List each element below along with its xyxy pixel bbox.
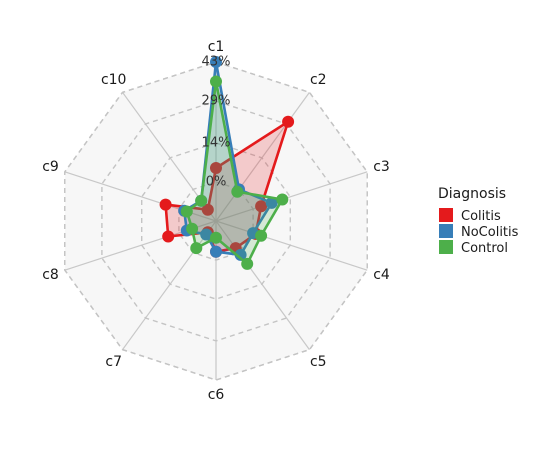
data-point-Control-c3 (276, 193, 289, 206)
axis-label-c3: c3 (373, 159, 390, 175)
axis-label-c8: c8 (42, 267, 59, 283)
radar-labels: c1 c2 c3 c4 c5 c6 c7 c8 c9 c10 0% 14% 29% 43% (42, 39, 390, 403)
radial-tick-label: 14% (202, 135, 231, 150)
axis-label-c10: c10 (101, 72, 127, 88)
axis-label-c1: c1 (208, 39, 225, 55)
data-point-Control-c2 (231, 185, 244, 198)
axis-label-c4: c4 (373, 267, 390, 283)
data-point-Control-c6 (210, 231, 222, 244)
data-point-Colitis-c10 (201, 203, 214, 216)
grid-ring-outer (64, 61, 368, 381)
data-point-NoColitis-c6 (210, 245, 222, 258)
data-point-NoColitis-c3 (265, 196, 278, 209)
radial-tick-label: 0% (206, 174, 227, 189)
data-point-Colitis-c1 (210, 162, 222, 174)
data-point-Control-c1 (210, 75, 222, 88)
data-point-Control-c8 (186, 222, 199, 235)
axis-spoke-c7 (122, 220, 217, 350)
series-Control (180, 75, 289, 270)
data-point-Control-c7 (190, 242, 203, 255)
legend-label-Control: Control (461, 241, 508, 256)
radial-tick-label: 43% (202, 55, 231, 70)
legend-swatch-Control (439, 240, 453, 254)
legend-swatch-Colitis (439, 208, 453, 222)
data-point-Colitis-c2 (282, 115, 295, 128)
data-point-Control-c5 (241, 257, 254, 270)
data-point-Colitis-c9 (159, 198, 172, 211)
axis-label-c9: c9 (42, 159, 59, 175)
legend-swatch-NoColitis (439, 224, 453, 238)
grid-ring-29% (101, 100, 331, 342)
data-point-Control-c4 (255, 229, 268, 242)
radar-grid (64, 61, 368, 381)
axis-spoke-c3 (215, 171, 368, 222)
data-point-NoColitis-c7 (200, 228, 213, 241)
axis-label-c2: c2 (310, 72, 327, 88)
radar-series (159, 56, 295, 270)
data-point-Colitis-c3 (255, 200, 268, 213)
axis-label-c7: c7 (105, 354, 122, 370)
axis-spoke-c5 (215, 220, 310, 350)
legend-title: Diagnosis (438, 186, 506, 202)
data-point-NoColitis-c5 (234, 248, 247, 261)
axis-spoke-c4 (215, 220, 368, 271)
axis-label-c5: c5 (310, 354, 327, 370)
axis-spoke-c2 (215, 92, 310, 222)
legend-label-NoColitis: NoColitis (461, 225, 519, 240)
data-point-NoColitis-c1 (210, 56, 222, 68)
data-point-Colitis-c8 (162, 230, 175, 243)
data-point-Control-c9 (180, 205, 193, 218)
legend-label-Colitis: Colitis (461, 209, 501, 224)
grid-ring-0% (178, 181, 254, 261)
axis-label-c6: c6 (208, 387, 225, 403)
radial-tick-label: 29% (202, 94, 231, 109)
data-point-Control-c10 (195, 194, 208, 207)
